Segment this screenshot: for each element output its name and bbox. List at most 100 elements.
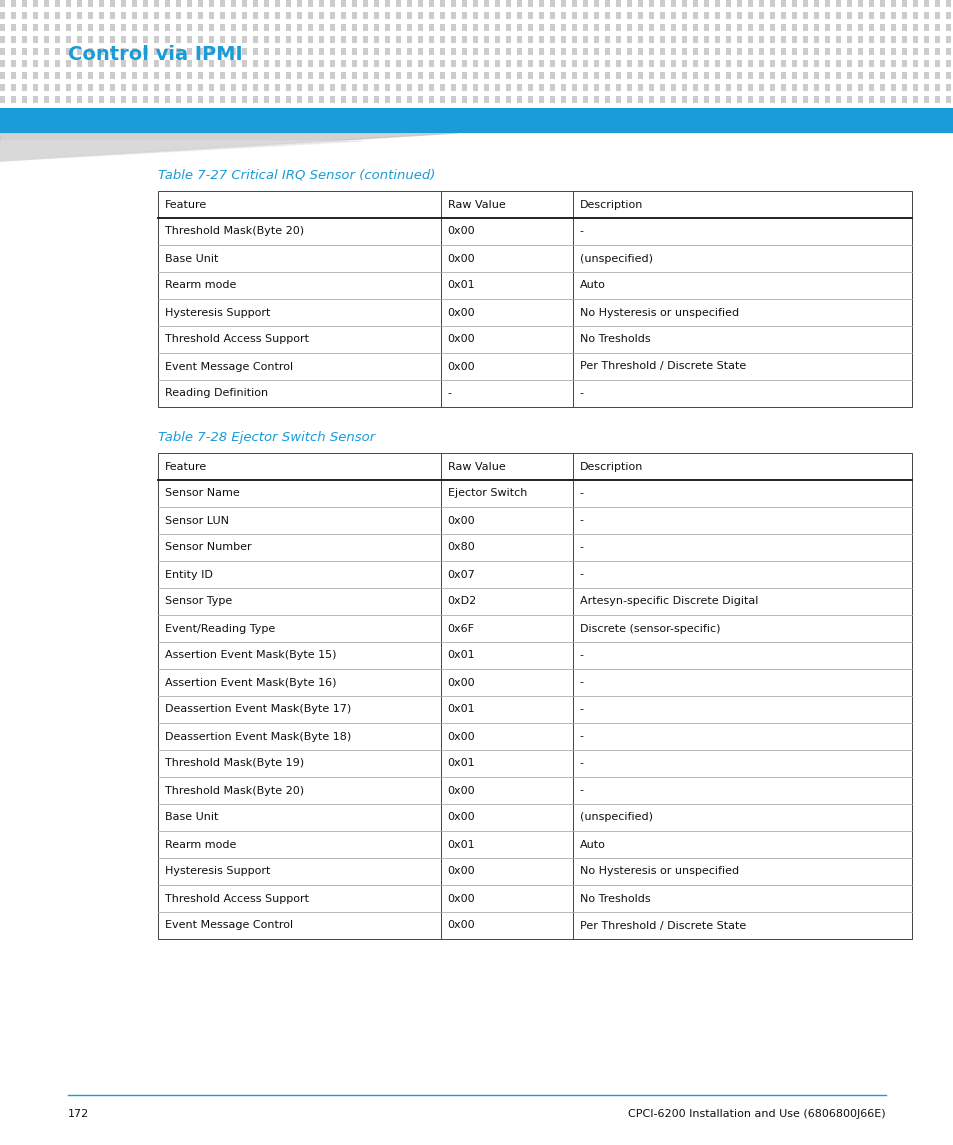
Bar bbox=[538, 35, 543, 44]
Bar bbox=[33, 0, 38, 7]
Bar bbox=[253, 11, 257, 19]
Bar bbox=[22, 72, 27, 79]
Bar bbox=[66, 48, 71, 55]
Bar bbox=[429, 11, 434, 19]
Bar bbox=[868, 48, 873, 55]
Bar bbox=[198, 48, 203, 55]
Bar bbox=[648, 48, 654, 55]
Text: Hysteresis Support: Hysteresis Support bbox=[165, 867, 270, 877]
Bar bbox=[550, 72, 555, 79]
Bar bbox=[187, 84, 192, 90]
Bar bbox=[791, 60, 796, 68]
Bar bbox=[352, 35, 356, 44]
Bar bbox=[220, 72, 225, 79]
Bar bbox=[945, 72, 950, 79]
Bar bbox=[274, 11, 280, 19]
Bar bbox=[737, 84, 741, 90]
Bar bbox=[912, 35, 917, 44]
Polygon shape bbox=[0, 141, 362, 161]
Bar bbox=[473, 48, 477, 55]
Bar bbox=[407, 96, 412, 103]
Bar bbox=[473, 35, 477, 44]
Bar bbox=[121, 84, 126, 90]
Bar bbox=[451, 35, 456, 44]
Bar bbox=[132, 96, 137, 103]
Bar bbox=[802, 11, 807, 19]
Bar bbox=[363, 11, 368, 19]
Bar bbox=[143, 11, 148, 19]
Bar bbox=[55, 60, 60, 68]
Text: -: - bbox=[579, 785, 583, 796]
Bar bbox=[483, 35, 489, 44]
Bar bbox=[395, 0, 400, 7]
Text: Threshold Mask(Byte 20): Threshold Mask(Byte 20) bbox=[165, 227, 304, 237]
Bar bbox=[99, 72, 104, 79]
Bar bbox=[912, 24, 917, 31]
Bar bbox=[165, 0, 170, 7]
Bar bbox=[363, 0, 368, 7]
Bar bbox=[175, 24, 181, 31]
Bar bbox=[626, 84, 631, 90]
Bar bbox=[165, 72, 170, 79]
Bar bbox=[692, 0, 698, 7]
Text: Deassertion Event Mask(Byte 18): Deassertion Event Mask(Byte 18) bbox=[165, 732, 351, 742]
Bar bbox=[791, 24, 796, 31]
Bar bbox=[77, 84, 82, 90]
Bar bbox=[451, 48, 456, 55]
Bar bbox=[330, 11, 335, 19]
Bar bbox=[417, 72, 422, 79]
Bar bbox=[670, 96, 676, 103]
Bar bbox=[33, 72, 38, 79]
Bar bbox=[703, 96, 708, 103]
Bar bbox=[737, 35, 741, 44]
Bar bbox=[44, 48, 49, 55]
Bar bbox=[582, 84, 587, 90]
Polygon shape bbox=[0, 133, 457, 161]
Bar bbox=[352, 96, 356, 103]
Bar bbox=[934, 84, 939, 90]
Bar bbox=[165, 11, 170, 19]
Bar bbox=[220, 11, 225, 19]
Bar bbox=[340, 48, 346, 55]
Bar bbox=[594, 48, 598, 55]
Bar bbox=[604, 72, 609, 79]
Bar bbox=[824, 11, 829, 19]
Bar bbox=[945, 84, 950, 90]
Bar bbox=[132, 0, 137, 7]
Bar bbox=[648, 96, 654, 103]
Bar bbox=[77, 24, 82, 31]
Bar bbox=[560, 0, 565, 7]
Bar bbox=[121, 60, 126, 68]
Bar bbox=[572, 72, 577, 79]
Bar bbox=[616, 72, 620, 79]
Bar bbox=[429, 24, 434, 31]
Bar bbox=[242, 48, 247, 55]
Bar bbox=[703, 11, 708, 19]
Text: 0x01: 0x01 bbox=[447, 281, 475, 291]
Bar bbox=[747, 60, 752, 68]
Text: CPCI-6200 Installation and Use (6806800J66E): CPCI-6200 Installation and Use (6806800J… bbox=[628, 1110, 885, 1119]
Text: 0x07: 0x07 bbox=[447, 569, 475, 579]
Bar bbox=[868, 11, 873, 19]
Bar bbox=[242, 96, 247, 103]
Bar bbox=[22, 60, 27, 68]
Text: Sensor LUN: Sensor LUN bbox=[165, 515, 229, 526]
Bar bbox=[681, 0, 686, 7]
Bar bbox=[88, 35, 92, 44]
Bar bbox=[725, 84, 730, 90]
Bar bbox=[395, 72, 400, 79]
Bar bbox=[110, 24, 115, 31]
Bar bbox=[912, 84, 917, 90]
Text: Control via IPMI: Control via IPMI bbox=[68, 46, 242, 64]
Bar bbox=[99, 96, 104, 103]
Bar bbox=[55, 84, 60, 90]
Bar bbox=[737, 96, 741, 103]
Bar bbox=[703, 0, 708, 7]
Bar bbox=[352, 11, 356, 19]
Text: (unspecified): (unspecified) bbox=[579, 813, 652, 822]
Bar bbox=[527, 96, 533, 103]
Bar bbox=[88, 72, 92, 79]
Bar bbox=[274, 60, 280, 68]
Bar bbox=[670, 11, 676, 19]
Bar bbox=[550, 35, 555, 44]
